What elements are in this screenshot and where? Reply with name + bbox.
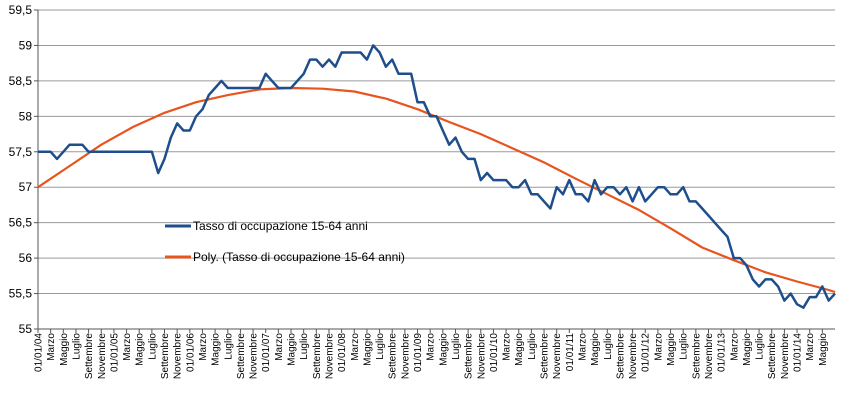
x-tick-label: Luglio <box>299 333 310 360</box>
x-tick-label: Marzo <box>502 333 513 361</box>
x-tick-label: 01/01/13 <box>717 333 728 372</box>
y-tick-label: 59 <box>19 38 33 52</box>
x-tick-label: Marzo <box>350 333 361 361</box>
x-tick-label: Novembre <box>400 333 411 380</box>
y-tick-label: 56 <box>19 251 33 265</box>
x-tick-label: Settembre <box>540 333 551 380</box>
x-tick-label: Luglio <box>755 333 766 360</box>
x-tick-label: Marzo <box>729 333 740 361</box>
y-tick-label: 55 <box>19 322 33 336</box>
x-tick-label: Marzo <box>805 333 816 361</box>
y-tick-label: 58,5 <box>9 74 33 88</box>
x-tick-label: Novembre <box>173 333 184 380</box>
y-tick-label: 57 <box>19 180 33 194</box>
x-tick-label: Maggio <box>287 333 298 366</box>
x-tick-label: Novembre <box>628 333 639 380</box>
x-tick-label: Luglio <box>147 333 158 360</box>
x-tick-label: 01/01/08 <box>337 333 348 372</box>
x-tick-label: Maggio <box>59 333 70 366</box>
x-axis-tick-labels: 01/01/04 Marzo Maggio Luglio Settembre Novemb… <box>34 329 829 379</box>
legend-label-occupazione: Tasso di occupazione 15-64 anni <box>193 219 368 233</box>
axes <box>37 10 835 330</box>
y-axis-tick-labels: 55 55,5 56 56,5 57 57,5 58 58,5 59 59,5 <box>9 3 33 336</box>
x-tick-label: 01/01/05 <box>109 333 120 372</box>
x-tick-label: Maggio <box>514 333 525 366</box>
x-tick-label: Maggio <box>362 333 373 366</box>
x-tick-label: Novembre <box>704 333 715 380</box>
series-lines <box>37 44 836 309</box>
y-tick-label: 56,5 <box>9 216 33 230</box>
x-tick-label: 01/01/06 <box>185 333 196 372</box>
x-tick-label: Maggio <box>135 333 146 366</box>
x-tick-label: 01/01/09 <box>413 333 424 372</box>
x-tick-label: Luglio <box>375 333 386 360</box>
x-tick-label: Maggio <box>742 333 753 366</box>
x-tick-label: Settembre <box>691 333 702 380</box>
y-tick-label: 57,5 <box>9 145 33 159</box>
x-tick-label: Novembre <box>780 333 791 380</box>
x-tick-label: Novembre <box>249 333 260 380</box>
x-tick-label: Settembre <box>615 333 626 380</box>
x-tick-label: 01/01/12 <box>641 333 652 372</box>
x-tick-label: Settembre <box>464 333 475 380</box>
x-tick-label: Marzo <box>577 333 588 361</box>
x-tick-label: Settembre <box>236 333 247 380</box>
x-tick-label: Luglio <box>223 333 234 360</box>
x-tick-label: Novembre <box>324 333 335 380</box>
series-line-occupazione <box>38 44 836 309</box>
series-line-poly-trend <box>37 86 836 294</box>
legend-label-poly-trend: Poly. (Tasso di occupazione 15-64 anni) <box>193 250 405 264</box>
x-tick-label: Luglio <box>451 333 462 360</box>
x-tick-label: Novembre <box>476 333 487 380</box>
x-tick-label: Luglio <box>679 333 690 360</box>
x-tick-label: Marzo <box>46 333 57 361</box>
x-tick-label: Luglio <box>527 333 538 360</box>
x-tick-label: Settembre <box>160 333 171 380</box>
x-tick-label: Settembre <box>312 333 323 380</box>
x-tick-label: Marzo <box>426 333 437 361</box>
x-tick-label: Marzo <box>122 333 133 361</box>
legend: Tasso di occupazione 15-64 anni Poly. (T… <box>165 219 405 264</box>
x-tick-label: Luglio <box>603 333 614 360</box>
x-tick-label: Settembre <box>84 333 95 380</box>
y-tick-label: 55,5 <box>9 287 33 301</box>
x-tick-label: Marzo <box>653 333 664 361</box>
x-tick-label: Novembre <box>97 333 108 380</box>
x-tick-label: Luglio <box>71 333 82 360</box>
x-tick-label: 01/01/10 <box>489 333 500 372</box>
x-tick-label: 01/01/04 <box>34 333 45 372</box>
x-tick-label: Novembre <box>552 333 563 380</box>
x-tick-label: Maggio <box>818 333 829 366</box>
x-tick-label: 01/01/07 <box>261 333 272 372</box>
x-tick-label: Marzo <box>274 333 285 361</box>
gridlines <box>34 9 835 330</box>
y-tick-label: 58 <box>19 109 33 123</box>
x-tick-label: Maggio <box>590 333 601 366</box>
x-tick-label: 01/01/11 <box>565 333 576 372</box>
x-tick-label: 01/01/14 <box>793 333 804 372</box>
x-tick-label: Settembre <box>767 333 778 380</box>
x-tick-label: Maggio <box>666 333 677 366</box>
y-tick-label: 59,5 <box>9 3 33 17</box>
x-tick-label: Maggio <box>438 333 449 366</box>
x-tick-label: Maggio <box>211 333 222 366</box>
x-tick-label: Marzo <box>198 333 209 361</box>
x-tick-label: Settembre <box>388 333 399 380</box>
